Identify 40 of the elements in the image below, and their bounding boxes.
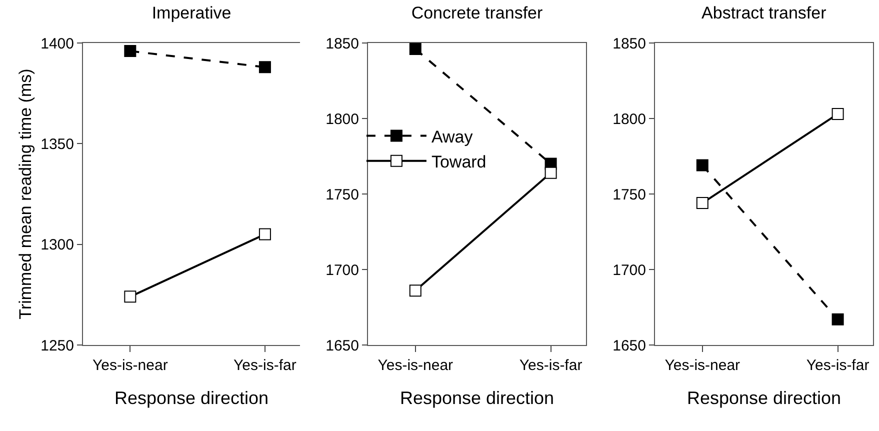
x-tick-label: Yes-is-far — [234, 357, 296, 374]
point — [696, 197, 708, 210]
chart-title: Imperative — [152, 3, 232, 22]
x-axis-title: Response direction — [686, 388, 842, 408]
x-axis-title: Response direction — [114, 388, 269, 408]
y-tick-label: 1800 — [326, 110, 359, 128]
point — [124, 45, 136, 58]
x-tick-label: Yes-is-near — [92, 357, 168, 374]
y-tick-label: 1650 — [612, 337, 646, 354]
y-tick-label: 1700 — [612, 262, 646, 279]
point — [258, 228, 271, 240]
x-axis-title: Response direction — [400, 388, 554, 408]
legend-label: Away — [431, 127, 474, 146]
y-tick-label: 1800 — [612, 110, 646, 128]
point — [124, 290, 136, 303]
point — [409, 43, 422, 56]
y-axis-title: Trimmed mean reading time (ms) — [16, 68, 36, 320]
y-tick-label: 1250 — [40, 337, 74, 354]
chart-title: Concrete transfer — [411, 3, 543, 22]
point — [832, 108, 844, 120]
point — [544, 166, 557, 179]
chart-title: Abstract transfer — [702, 3, 827, 22]
y-tick-label: 1750 — [326, 186, 359, 204]
x-tick-label: Yes-is-far — [806, 357, 870, 374]
y-tick-label: 1350 — [40, 136, 74, 153]
x-tick-label: Yes-is-near — [378, 357, 454, 374]
y-tick-label: 1750 — [612, 186, 646, 204]
y-tick-label: 1650 — [326, 337, 359, 354]
x-tick-label: Yes-is-near — [664, 357, 740, 374]
x-tick-label: Yes-is-far — [519, 357, 582, 374]
legend-label: Toward — [431, 152, 486, 172]
point — [409, 284, 422, 297]
point — [832, 313, 844, 326]
point — [258, 61, 271, 74]
y-tick-label: 1700 — [326, 262, 359, 279]
y-tick-label: 1850 — [612, 35, 646, 52]
point — [696, 159, 708, 172]
y-tick-label: 1400 — [40, 35, 74, 52]
y-tick-label: 1850 — [326, 35, 359, 52]
y-tick-label: 1300 — [40, 236, 74, 254]
